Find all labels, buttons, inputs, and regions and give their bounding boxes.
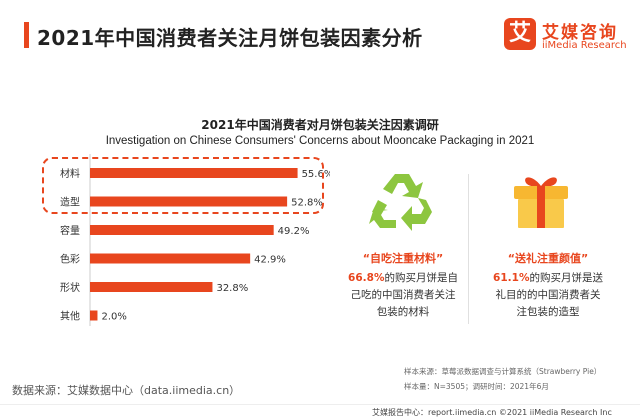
- category-label-5: 其他: [60, 310, 80, 323]
- data-source: 数据来源：艾媒数据中心（data.iimedia.cn）: [12, 384, 241, 397]
- callout-left-body: 66.8%的购买月饼是自 己吃的中国消费者关注 包装的材料: [336, 270, 470, 321]
- bar-4: [90, 282, 213, 292]
- logo-mark-icon: 艾: [504, 18, 536, 50]
- value-label-5: 2.0%: [101, 312, 126, 323]
- bar-3: [90, 253, 251, 264]
- value-label-3: 42.9%: [254, 255, 286, 266]
- logo-name-en: iiMedia Research: [542, 40, 627, 51]
- callout-right-head: “送礼注重颜值”: [507, 252, 589, 265]
- callout-right-line3: 注包装的造型: [516, 306, 580, 318]
- callout-right-percent: 61.1%: [493, 272, 530, 284]
- recycle-icon: [369, 174, 432, 231]
- sample-size: 样本量：N=3505；调研时间：2021年6月: [404, 382, 549, 391]
- callout-right-line2: 礼目的的中国消费者关: [495, 289, 601, 301]
- chart-subtitle: Investigation on Chinese Consumers' Conc…: [105, 135, 535, 147]
- callout-right-body: 61.1%的购买月饼是送 礼目的的中国消费者关 注包装的造型: [478, 270, 618, 321]
- gift-box-icon: [514, 177, 568, 228]
- callout-left-percent: 66.8%: [348, 272, 385, 284]
- sample-source: 样本来源：草莓派数据调查与计算系统（Strawberry Pie）: [404, 367, 602, 376]
- category-label-2: 容量: [60, 224, 80, 237]
- category-label-4: 形状: [60, 281, 80, 294]
- callout-gifting: “送礼注重颜值” 61.1%的购买月饼是送 礼目的的中国消费者关 注包装的造型: [478, 250, 618, 321]
- title-accent-bar: [24, 22, 29, 48]
- callout-right-line1: 的购买月饼是送: [529, 272, 603, 284]
- bar-2: [90, 225, 274, 235]
- category-label-0: 材料: [60, 167, 80, 180]
- value-label-1: 52.8%: [291, 198, 323, 209]
- category-label-3: 色彩: [60, 253, 80, 266]
- callout-left-line3: 包装的材料: [376, 306, 430, 318]
- callout-self-consumption: “自吃注重材料” 66.8%的购买月饼是自 己吃的中国消费者关注 包装的材料: [336, 250, 470, 321]
- logo-name-cn: 艾媒咨询: [542, 23, 618, 43]
- footer-bar: 艾媒报告中心：report.iimedia.cn ©2021 iiMedia R…: [0, 404, 640, 418]
- bar-5: [90, 310, 98, 321]
- callout-left-line2: 己吃的中国消费者关注: [350, 289, 456, 301]
- page-title: 2021年中国消费者关注月饼包装因素分析: [37, 26, 423, 50]
- chart-title: 2021年中国消费者对月饼包装关注因素调研: [201, 118, 439, 132]
- value-label-4: 32.8%: [216, 283, 248, 294]
- callout-left-head: “自吃注重材料”: [362, 252, 444, 265]
- bar-chart: 材料 55.6% 造型 52.8% 容量 49.2% 色彩 42.9% 形状 32.8% 其他 2.0…: [60, 154, 330, 326]
- value-label-0: 55.6%: [302, 169, 330, 180]
- highlight-box: [42, 157, 324, 214]
- value-label-2: 49.2%: [278, 226, 310, 237]
- callout-left-line1: 的购买月饼是自: [384, 272, 458, 284]
- bar-1: [90, 196, 288, 207]
- category-label-1: 造型: [60, 196, 80, 209]
- callout-divider: [468, 174, 469, 324]
- footer-text: 艾媒报告中心：report.iimedia.cn ©2021 iiMedia R…: [372, 408, 612, 417]
- brand-logo: 艾 艾媒咨询 iiMedia Research: [504, 18, 628, 56]
- bar-0: [90, 168, 298, 178]
